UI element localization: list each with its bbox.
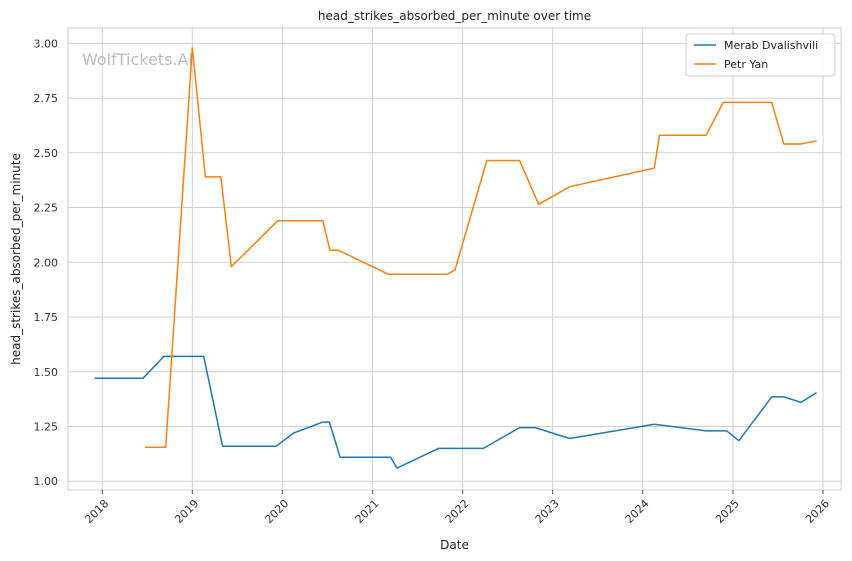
- series-line-1: [145, 46, 817, 449]
- gridlines: [68, 28, 841, 490]
- x-tick-label: 2018: [82, 497, 111, 526]
- x-axis-ticks: 2018 2019 2020 2021 2022 2023 2024 2025 2026: [82, 490, 832, 526]
- x-tick-label: 2020: [262, 497, 291, 526]
- y-tick-label: 2.50: [34, 147, 59, 160]
- x-tick-label: 2025: [713, 497, 742, 526]
- plot-frame: [67, 27, 842, 491]
- y-tick-label: 1.25: [34, 421, 59, 434]
- y-tick-label: 3.00: [34, 37, 59, 50]
- legend-label: Merab Dvalishvili: [724, 39, 818, 52]
- x-tick-label: 2026: [803, 497, 832, 526]
- x-tick-label: 2023: [533, 497, 562, 526]
- series-group: [94, 46, 817, 469]
- x-tick-label: 2021: [353, 497, 382, 526]
- y-tick-label: 1.00: [34, 475, 59, 488]
- y-tick-label: 2.25: [34, 202, 59, 215]
- legend-box: [685, 33, 836, 77]
- legend: Merab Dvalishvili Petr Yan: [685, 33, 836, 77]
- watermark-text: WolfTickets.AI: [82, 50, 193, 69]
- y-axis-ticks: 1.00 1.25 1.50 1.75 2.00 2.25 2.50 2.75 3.00: [34, 37, 59, 488]
- x-tick-label: 2022: [443, 497, 472, 526]
- chart-title: head_strikes_absorbed_per_minute over ti…: [318, 9, 591, 23]
- y-tick-label: 2.75: [34, 92, 59, 105]
- y-axis-label: head_strikes_absorbed_per_minute: [9, 153, 23, 365]
- x-axis-label: Date: [440, 538, 469, 552]
- x-tick-label: 2024: [623, 497, 652, 526]
- x-tick-label: 2019: [172, 497, 201, 526]
- y-tick-label: 2.00: [34, 256, 59, 269]
- plot-background: [68, 28, 841, 490]
- legend-label: Petr Yan: [724, 58, 768, 71]
- series-line-0: [94, 355, 817, 469]
- y-tick-label: 1.75: [34, 311, 59, 324]
- y-tick-label: 1.50: [34, 366, 59, 379]
